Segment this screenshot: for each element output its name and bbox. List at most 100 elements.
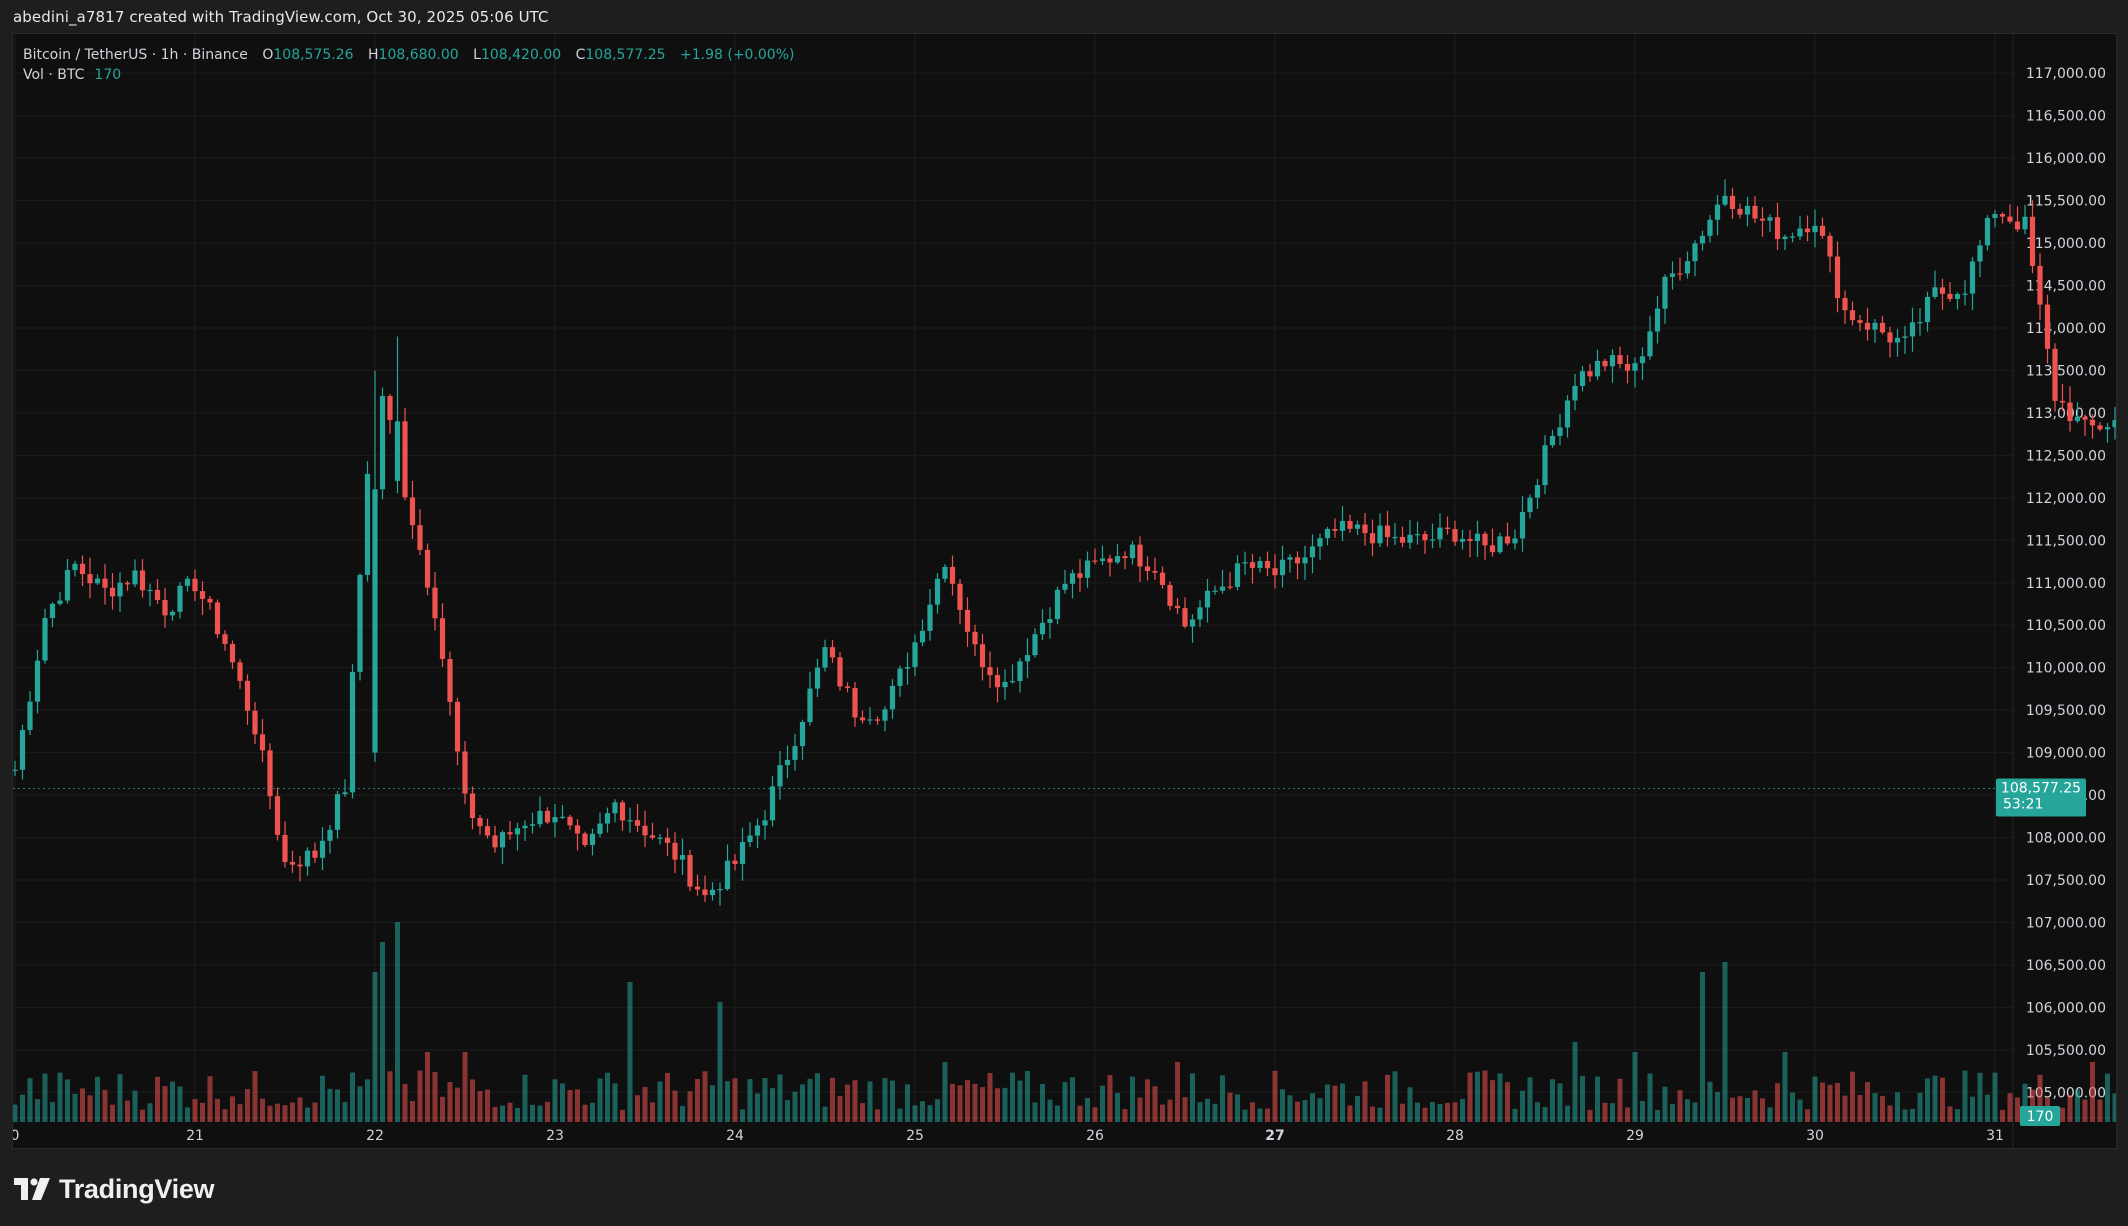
- volume-bar: [702, 1071, 708, 1122]
- volume-bar: [740, 1109, 745, 1122]
- volume-bar: [680, 1105, 685, 1122]
- candle-body: [372, 489, 378, 753]
- volume-bar: [747, 1079, 753, 1122]
- candle-body: [402, 421, 408, 498]
- candle-body: [214, 602, 221, 635]
- volume-bar: [95, 1076, 100, 1122]
- candle-body: [1962, 293, 1968, 295]
- x-tick-label: 30: [1806, 1128, 1824, 1144]
- volume-bar: [777, 1074, 783, 1122]
- candle-body: [1414, 534, 1421, 536]
- y-tick-label: 117,000.00: [2026, 66, 2106, 82]
- candle-body: [2014, 221, 2021, 230]
- candle-body: [1879, 322, 1886, 333]
- volume-bar: [222, 1109, 228, 1122]
- candle-body: [649, 835, 656, 838]
- candle-body: [207, 598, 213, 603]
- volume-bar: [770, 1088, 775, 1122]
- volume-bar: [1100, 1085, 1105, 1122]
- open-value: 108,575.26: [273, 47, 354, 63]
- candle-body: [634, 820, 641, 826]
- chart-caption: abedini_a7817 created with TradingView.c…: [13, 8, 549, 26]
- volume-bar: [1137, 1097, 1143, 1122]
- candle-body: [1227, 586, 1233, 588]
- candle-body: [597, 823, 603, 834]
- x-tick-label: 23: [546, 1128, 564, 1144]
- volume-bar: [335, 1089, 340, 1122]
- volume-bar: [1805, 1109, 1810, 1122]
- volume-bar: [1925, 1078, 1930, 1122]
- candle-body: [1999, 214, 2006, 217]
- y-tick-label: 109,000.00: [2026, 746, 2106, 762]
- candle-body: [2112, 420, 2116, 428]
- candle-body: [799, 722, 806, 747]
- countdown-label: 53:21: [2003, 796, 2043, 812]
- candle-body: [2059, 400, 2066, 403]
- candle-body: [1317, 538, 1323, 547]
- volume-bar: [380, 942, 385, 1122]
- x-tick-label: 21: [186, 1128, 204, 1144]
- candle-body: [792, 746, 798, 760]
- candle-body: [229, 643, 236, 663]
- candle-body: [1902, 336, 1908, 338]
- volume-bar: [1782, 1052, 1788, 1122]
- volume-bar: [455, 1087, 460, 1122]
- volume-bar: [1977, 1072, 1983, 1122]
- candle-body: [994, 675, 1001, 688]
- volume-bar: [1490, 1080, 1495, 1122]
- volume-bar: [560, 1083, 565, 1122]
- volume-bar: [1175, 1062, 1180, 1122]
- candle-body: [499, 832, 506, 848]
- chart-panel[interactable]: 105,000.00 105,500.00 106,000.00 106,500.00…: [12, 33, 2117, 1149]
- volume-bar: [1647, 1073, 1653, 1122]
- candle-body: [1639, 356, 1646, 364]
- volume-bar: [170, 1081, 175, 1122]
- volume-bar: [305, 1107, 310, 1122]
- candle-body: [1542, 445, 1548, 486]
- volume-bar: [185, 1107, 190, 1122]
- symbol-title[interactable]: Bitcoin / TetherUS · 1h · Binance: [23, 47, 248, 63]
- candle-body: [1579, 371, 1586, 386]
- candle-body: [934, 578, 941, 605]
- volume-bar: [2075, 1089, 2080, 1122]
- candle-body: [1354, 524, 1361, 529]
- candle-body: [769, 786, 776, 821]
- candle-body: [1527, 497, 1533, 513]
- candle-body: [1197, 607, 1203, 620]
- candle-body: [1804, 228, 1811, 233]
- volume-bar: [950, 1083, 955, 1122]
- candle-body: [957, 583, 963, 610]
- candle-body: [904, 667, 911, 669]
- volume-bar: [725, 1081, 730, 1122]
- volume-bar: [1850, 1071, 1855, 1122]
- candle-body: [1384, 525, 1391, 537]
- x-tick-label: 22: [366, 1128, 384, 1144]
- candle-body: [1144, 566, 1151, 572]
- volume-bar: [1002, 1087, 1008, 1122]
- legend-symbol-row: Bitcoin / TetherUS · 1h · Binance O108,5…: [23, 45, 794, 65]
- candle-body: [1609, 355, 1616, 367]
- volume-bar: [1077, 1105, 1083, 1122]
- candle-body: [327, 829, 333, 841]
- y-tick-label: 106,000.00: [2026, 1000, 2106, 1016]
- candle-body: [1549, 435, 1556, 446]
- volume-bar: [192, 1099, 198, 1122]
- candle-body: [1954, 294, 1961, 299]
- candle-body: [1489, 545, 1496, 553]
- volume-bar: [117, 1074, 123, 1122]
- candlestick-chart[interactable]: 105,000.00 105,500.00 106,000.00 106,500.00…: [13, 34, 2116, 1148]
- candle-body: [1054, 589, 1061, 620]
- volume-bar: [1437, 1104, 1443, 1122]
- tradingview-logo[interactable]: TradingView: [14, 1172, 215, 1206]
- last-price-badge: [1996, 778, 2086, 817]
- volume-bar: [1025, 1070, 1030, 1122]
- candle-body: [522, 825, 528, 829]
- volume-bar: [237, 1104, 243, 1122]
- volume-bar: [402, 1084, 408, 1122]
- candle-body: [259, 734, 266, 751]
- volume-bar: [1587, 1109, 1593, 1122]
- volume-bar: [920, 1101, 925, 1122]
- volume-label[interactable]: Vol · BTC: [23, 67, 85, 83]
- volume-bar: [1685, 1099, 1690, 1122]
- volume-bar: [972, 1083, 978, 1122]
